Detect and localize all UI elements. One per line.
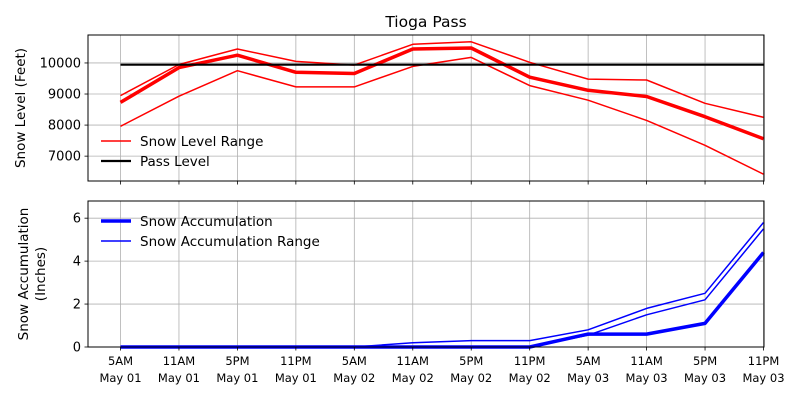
y-axis-label: (Inches) — [33, 247, 49, 301]
x-tick-label-date: May 01 — [99, 371, 141, 385]
x-tick-label-time: 5PM — [693, 354, 717, 368]
x-tick-label-time: 11PM — [280, 354, 312, 368]
axes-frame — [87, 34, 765, 182]
x-tick-label-date: May 02 — [509, 371, 551, 385]
y-tick-label: 8000 — [48, 119, 81, 134]
y-axis-label: Snow Accumulation — [16, 208, 32, 341]
x-tick-label-time: 5AM — [108, 354, 133, 368]
y-tick-label: 7000 — [48, 150, 81, 165]
x-tick-label-date: May 01 — [158, 371, 200, 385]
x-tick-label-date: May 02 — [333, 371, 375, 385]
x-tick-label-time: 5PM — [225, 354, 249, 368]
x-tick-label-date: May 03 — [626, 371, 668, 385]
y-tick-label: 4 — [73, 255, 81, 270]
y-tick-label: 9000 — [48, 88, 81, 103]
x-tick-label-time: 5AM — [342, 354, 367, 368]
series-line-snow-accumulation — [120, 251, 765, 349]
legend-label: Snow Level Range — [140, 134, 263, 150]
x-tick-label-time: 11AM — [630, 354, 662, 368]
x-tick-label-date: May 02 — [392, 371, 434, 385]
x-tick-label-time: 11PM — [748, 354, 780, 368]
chart-title: Tioga Pass — [384, 13, 466, 31]
x-tick-label-time: 11AM — [163, 354, 195, 368]
legend-label: Pass Level — [140, 154, 210, 170]
x-tick-label-date: May 01 — [216, 371, 258, 385]
x-tick-label-time: 5AM — [576, 354, 601, 368]
y-axis-label: Snow Level (Feet) — [13, 48, 29, 168]
legend-label: Snow Accumulation — [140, 214, 273, 230]
x-tick-label-date: May 03 — [684, 371, 726, 385]
x-tick-label-date: May 03 — [567, 371, 609, 385]
y-tick-label: 0 — [73, 341, 81, 356]
series-line-unnamed-range-lower — [120, 56, 764, 175]
axes-frame — [87, 200, 765, 348]
x-tick-label-date: May 01 — [275, 371, 317, 385]
legend-label: Snow Accumulation Range — [140, 234, 320, 250]
series-line-unnamed-main — [119, 46, 765, 141]
y-tick-label: 6 — [73, 212, 81, 227]
x-tick-label-date: May 03 — [742, 371, 784, 385]
y-tick-label: 10000 — [40, 56, 81, 71]
x-tick-label-time: 5PM — [459, 354, 483, 368]
series-line-snow-level-range — [120, 41, 764, 119]
x-tick-label-time: 11PM — [514, 354, 546, 368]
y-tick-label: 2 — [73, 298, 81, 313]
x-tick-label-time: 11AM — [397, 354, 429, 368]
x-tick-label-date: May 02 — [450, 371, 492, 385]
